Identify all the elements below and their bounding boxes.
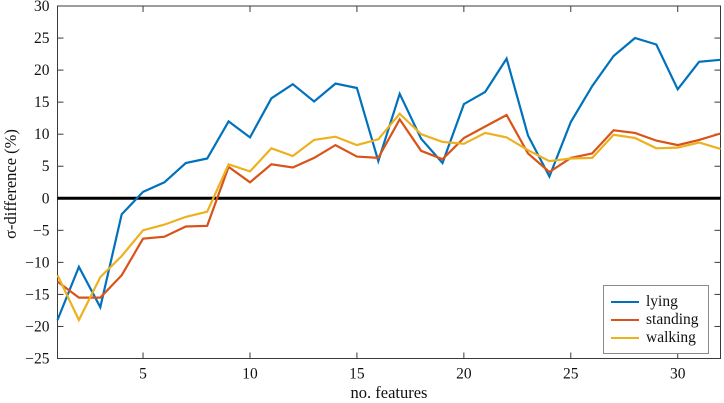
- x-tick-label: 30: [670, 366, 686, 383]
- legend-item-walking: walking: [611, 329, 702, 346]
- plot-frame: [57, 5, 721, 359]
- y-tick-label: 5: [42, 158, 50, 175]
- y-axis-label: σ-difference (%): [1, 129, 20, 239]
- legend-swatch-standing: [611, 318, 639, 321]
- legend-label: lying: [646, 293, 678, 310]
- y-tick-label: −5: [33, 222, 50, 239]
- y-tick-label: 0: [42, 190, 50, 207]
- series-line-walking: [56, 112, 721, 323]
- x-axis-label: no. features: [350, 383, 428, 402]
- x-tick-label: 5: [139, 366, 147, 383]
- y-tick-label: 15: [34, 94, 50, 111]
- legend-swatch-lying: [611, 300, 639, 303]
- legend-label: walking: [646, 329, 696, 346]
- y-tick-label: 30: [34, 0, 50, 15]
- series-line-standing: [56, 113, 721, 299]
- legend: lying standing walking: [603, 285, 709, 354]
- x-tick-label: 25: [563, 366, 579, 383]
- y-tick-label: 25: [34, 30, 50, 47]
- y-tick-label: 20: [34, 62, 50, 79]
- y-tick-label: 10: [34, 126, 50, 143]
- y-tick-label: −15: [25, 286, 49, 303]
- y-tick-label: −25: [25, 351, 49, 368]
- legend-item-standing: standing: [611, 311, 702, 328]
- x-tick-label: 20: [456, 366, 472, 383]
- x-tick-label: 10: [242, 366, 258, 383]
- x-tick-label: 15: [349, 366, 365, 383]
- legend-label: standing: [646, 311, 699, 328]
- series-line-lying: [56, 36, 721, 321]
- legend-swatch-walking: [611, 336, 639, 339]
- legend-item-lying: lying: [611, 293, 702, 310]
- y-tick-label: −10: [25, 254, 49, 271]
- y-tick-label: −20: [25, 318, 49, 335]
